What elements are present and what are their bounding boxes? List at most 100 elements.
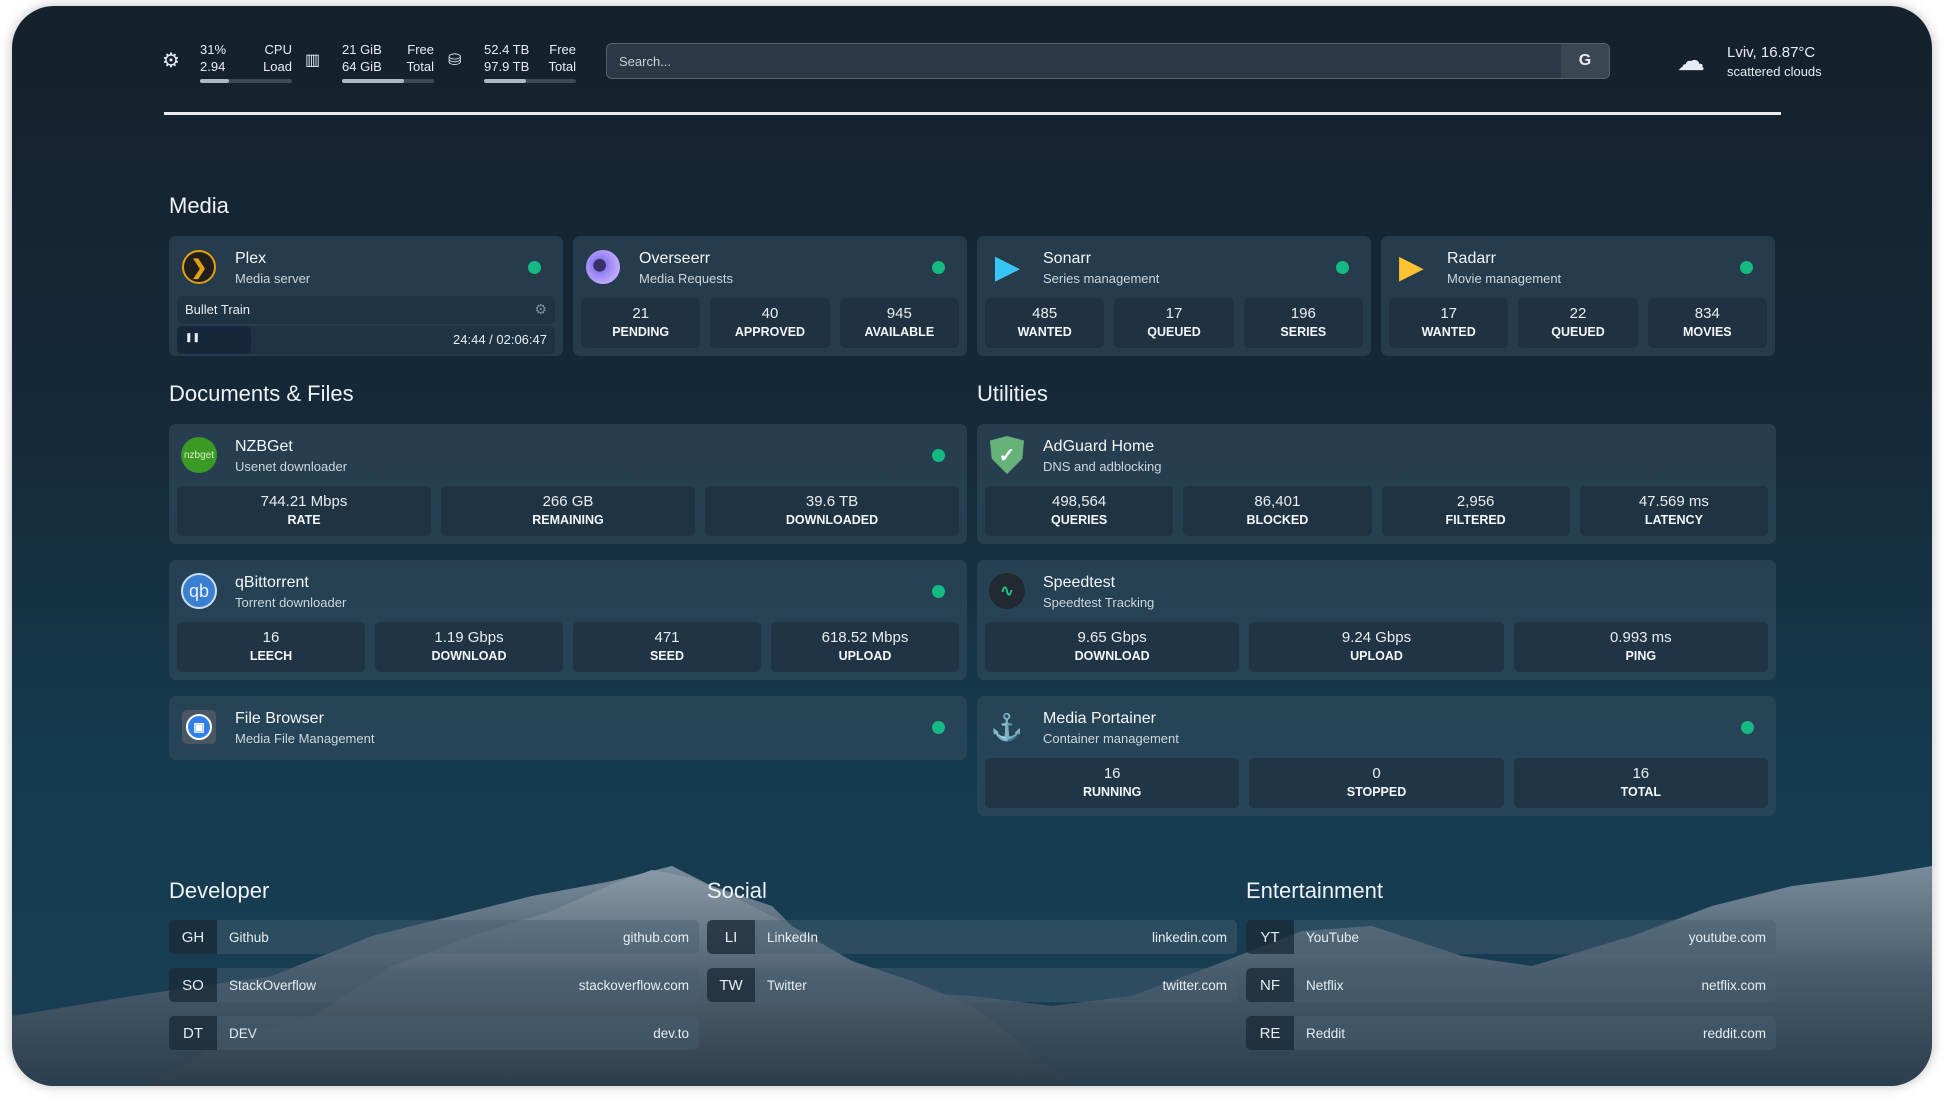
status-indicator (932, 721, 945, 734)
stat-value: 744.21 Mbps (260, 493, 348, 510)
stat-value: 16 (1103, 765, 1121, 782)
status-indicator (528, 261, 541, 274)
bookmark-name: YouTube (1306, 929, 1360, 945)
load-label: Load (263, 59, 292, 74)
cpu-load: 2.94 (200, 59, 226, 74)
app-name: Plex (235, 250, 267, 267)
app-name: Speedtest (1043, 574, 1116, 591)
search-input[interactable] (607, 44, 1561, 78)
status-indicator (932, 261, 945, 274)
stat-label: QUEUED (1551, 325, 1605, 339)
settings-icon[interactable]: ⚙ (534, 301, 547, 317)
stat-latency: 47.569 ms LATENCY (1579, 486, 1768, 536)
bookmark-github[interactable]: GH Github github.com (169, 920, 699, 954)
bookmark-body: Github github.com (217, 920, 699, 954)
app-description: Media File Management (235, 731, 375, 746)
bookmark-body: Netflix netflix.com (1294, 968, 1776, 1002)
stat-value: 485 (1032, 305, 1058, 322)
bookmark-abbr: LI (707, 920, 755, 954)
stat-label: RUNNING (1082, 785, 1142, 799)
app-card-file-browser[interactable]: ▣ File Browser Media File Management (169, 696, 967, 760)
playback-progress[interactable]: ❚❚ 24:44 / 02:06:47 (177, 326, 555, 354)
sonarr-icon: ▶ (995, 250, 1019, 284)
bookmark-stackoverflow[interactable]: SO StackOverflow stackoverflow.com (169, 968, 699, 1002)
cpu-icon: ⚙ (162, 50, 180, 72)
stat-queries: 498,564 QUERIES (985, 486, 1174, 536)
app-description: Media server (235, 271, 311, 286)
stat-value: 945 (886, 305, 912, 322)
bookmark-name: Reddit (1306, 1025, 1346, 1041)
disk-total: 97.9 TB (484, 59, 530, 74)
section-title-developer: Developer (169, 878, 270, 903)
stat-value: 618.52 Mbps (821, 629, 909, 646)
stat-label: BLOCKED (1246, 513, 1309, 527)
app-card-overseerr[interactable]: Overseerr Media Requests 21 PENDING 40 APPROV… (573, 236, 967, 356)
app-name: AdGuard Home (1043, 438, 1155, 455)
pause-icon[interactable]: ❚❚ (185, 332, 201, 342)
stat-ping: 0.993 ms PING (1513, 622, 1768, 672)
stats-row: 485 WANTED 17 QUEUED 196 SERIES (985, 298, 1363, 348)
bookmark-url: reddit.com (1702, 1025, 1766, 1041)
bookmark-reddit[interactable]: RE Reddit reddit.com (1246, 1016, 1776, 1050)
stat-label: LATENCY (1644, 513, 1703, 527)
search-engine-button[interactable]: G (1561, 44, 1609, 78)
stat-label: UPLOAD (1350, 649, 1403, 663)
stats-row: 17 WANTED 22 QUEUED 834 MOVIES (1389, 298, 1767, 348)
app-card-radarr[interactable]: ▶ Radarr Movie management 17 WANTED 22 QUEUED 8… (1381, 236, 1775, 356)
bookmark-twitter[interactable]: TW Twitter twitter.com (707, 968, 1237, 1002)
bookmark-url: netflix.com (1701, 977, 1766, 993)
stats-row: 744.21 Mbps RATE 266 GB REMAINING 39.6 TB DOW… (177, 486, 959, 536)
stat-download: 9.65 Gbps DOWNLOAD (985, 622, 1240, 672)
app-card-speedtest[interactable]: ∿ Speedtest Speedtest Tracking 9.65 Gbps DOW… (977, 560, 1776, 680)
app-description: Usenet downloader (235, 459, 348, 474)
dashboard: ⚙ 31% 2.94 CPU Load ▥ 21 GiB 64 GiB Free Tot… (12, 6, 1932, 1086)
stat-value: 498,564 (1052, 493, 1107, 510)
bookmark-netflix[interactable]: NF Netflix netflix.com (1246, 968, 1776, 1002)
bookmark-abbr: DT (169, 1016, 217, 1050)
mountain-background (12, 866, 1932, 1086)
total-label: Total (548, 59, 576, 74)
status-indicator (1336, 261, 1349, 274)
bar-fill (484, 79, 527, 83)
bookmark-name: LinkedIn (767, 929, 819, 945)
app-card-plex[interactable]: ❯ Plex Media server Bullet Train ⚙ ❚❚ 24:44 / … (169, 236, 563, 356)
stat-running: 16 RUNNING (985, 758, 1240, 808)
filebrowser-icon: ▣ (181, 709, 217, 745)
ram-free: 21 GiB (342, 42, 382, 57)
search-bar: G (606, 43, 1610, 79)
app-card-media-portainer[interactable]: ⚓ Media Portainer Container management 16 RU… (977, 696, 1776, 816)
app-card-adguard-home[interactable]: ✓ AdGuard Home DNS and adblocking 498,564 QU… (977, 424, 1776, 544)
stat-wanted: 485 WANTED (985, 298, 1105, 348)
portainer-icon: ⚓ (990, 711, 1024, 742)
app-name: File Browser (235, 710, 324, 727)
stats-row: 16 LEECH 1.19 Gbps DOWNLOAD 471 SEED 618.52 Mb… (177, 622, 959, 672)
stats-row: 16 RUNNING 0 STOPPED 16 TOTAL (985, 758, 1768, 808)
stat-value: 1.19 Gbps (434, 629, 504, 646)
stat-label: WANTED (1017, 325, 1072, 339)
app-card-qbittorrent[interactable]: qb qBittorrent Torrent downloader 16 LEECH 1.… (169, 560, 967, 680)
bookmark-youtube[interactable]: YT YouTube youtube.com (1246, 920, 1776, 954)
app-card-sonarr[interactable]: ▶ Sonarr Series management 485 WANTED 17 QUEUE… (977, 236, 1371, 356)
bookmark-body: LinkedIn linkedin.com (755, 920, 1237, 954)
stat-label: WANTED (1421, 325, 1476, 339)
stat-label: DOWNLOAD (431, 649, 507, 663)
total-label: Total (406, 59, 434, 74)
bar-fill (200, 79, 229, 83)
app-card-nzbget[interactable]: nzbget NZBGet Usenet downloader 744.21 Mbps… (169, 424, 967, 544)
bookmark-name: DEV (229, 1025, 257, 1041)
stat-blocked: 86,401 BLOCKED (1183, 486, 1372, 536)
stat-label: MOVIES (1683, 325, 1732, 339)
bookmark-abbr: SO (169, 968, 217, 1002)
stat-label: LEECH (249, 649, 293, 663)
app-name: Radarr (1447, 250, 1496, 267)
section-title-utilities: Utilities (977, 381, 1048, 406)
overseerr-icon (585, 249, 621, 285)
stat-total: 16 TOTAL (1513, 758, 1768, 808)
stat-rate: 744.21 Mbps RATE (177, 486, 431, 536)
bookmark-linkedin[interactable]: LI LinkedIn linkedin.com (707, 920, 1237, 954)
stat-upload: 618.52 Mbps UPLOAD (771, 622, 959, 672)
stat-value: 196 (1290, 305, 1316, 322)
stat-seed: 471 SEED (573, 622, 761, 672)
stat-value: 266 GB (542, 493, 594, 510)
bookmark-dev[interactable]: DT DEV dev.to (169, 1016, 699, 1050)
